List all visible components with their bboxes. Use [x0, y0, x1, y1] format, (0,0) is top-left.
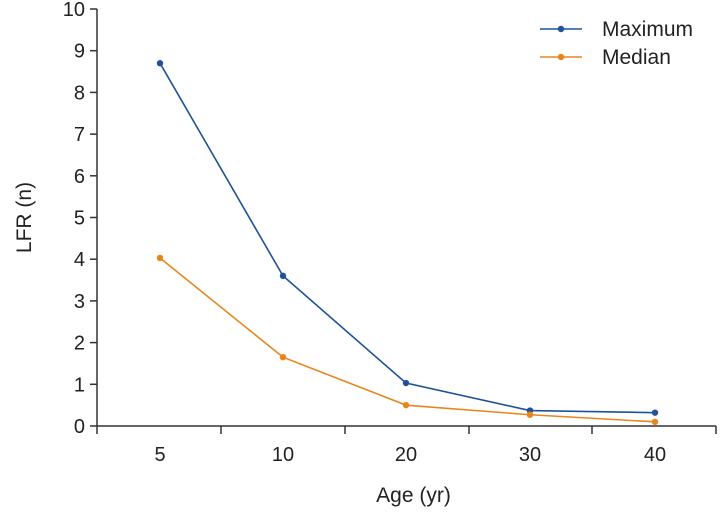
data-point-maximum	[402, 379, 410, 387]
x-tick-label: 10	[272, 444, 294, 466]
x-tick-label: 5	[154, 444, 165, 466]
y-tick-label: 9	[74, 41, 85, 63]
y-tick-label: 6	[74, 166, 85, 188]
series-layer	[156, 60, 659, 426]
series-line-maximum	[159, 62, 656, 414]
y-tick-label: 7	[74, 124, 85, 146]
legend-marker	[557, 25, 565, 33]
data-point-median	[156, 254, 164, 262]
y-tick-label: 3	[74, 291, 85, 313]
y-axis-title: LFR (n)	[13, 182, 36, 253]
y-tick-label: 8	[74, 82, 85, 104]
y-axis-ticks: 0 1 2 3 4 5 6 7 8 9 10	[63, 0, 97, 438]
data-point-median	[279, 353, 287, 361]
y-tick-label: 10	[63, 0, 85, 21]
data-point-median	[402, 401, 410, 409]
y-tick-label: 2	[74, 333, 85, 355]
x-axis-ticks: 5 10 20 30 40	[96, 426, 717, 466]
y-tick-label: 1	[74, 374, 85, 396]
data-point-maximum	[279, 272, 287, 280]
data-point-median	[526, 411, 534, 418]
y-tick-label: 4	[74, 249, 85, 271]
x-axis-title: Age (yr)	[376, 484, 451, 507]
legend-label: Median	[602, 46, 671, 69]
data-point-median	[651, 418, 659, 426]
legend-marker	[557, 53, 565, 61]
x-tick-label: 40	[644, 444, 666, 466]
y-tick-label: 0	[74, 416, 85, 438]
x-tick-label: 20	[395, 444, 417, 466]
y-tick-label: 5	[74, 208, 85, 230]
legend-label: Maximum	[602, 18, 693, 41]
x-tick-label: 30	[519, 444, 541, 466]
data-point-maximum	[156, 60, 164, 67]
series-line-median	[159, 257, 656, 423]
legend: Maximum Median	[540, 18, 693, 69]
data-point-maximum	[651, 409, 659, 416]
